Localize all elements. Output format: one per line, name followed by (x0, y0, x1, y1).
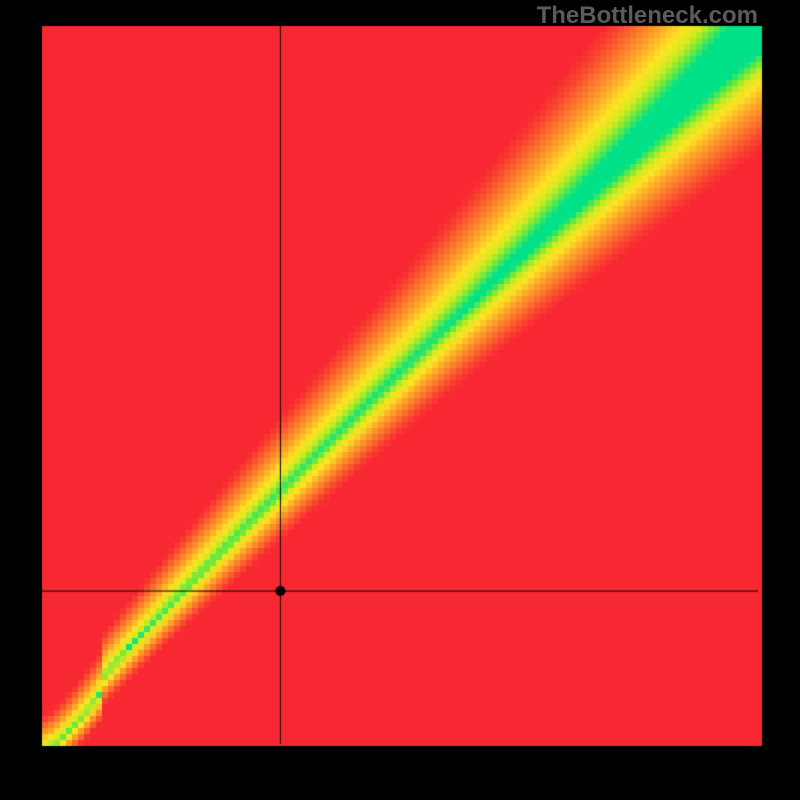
bottleneck-heatmap (0, 0, 800, 800)
watermark-text: TheBottleneck.com (537, 2, 758, 30)
chart-container: TheBottleneck.com (0, 0, 800, 800)
